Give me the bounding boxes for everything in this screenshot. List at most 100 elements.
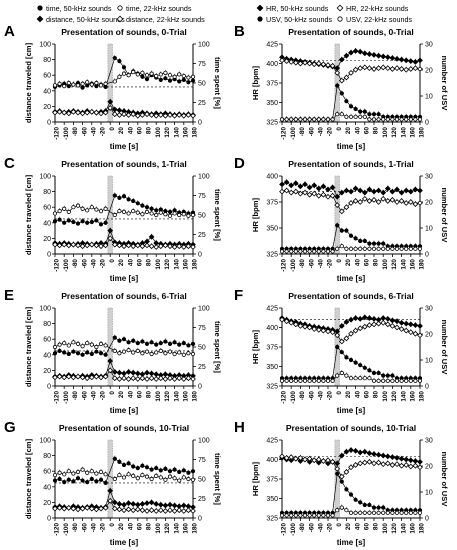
- data-point: [361, 323, 368, 330]
- data-point: [279, 316, 285, 323]
- data-point: [371, 460, 377, 467]
- data-point: [153, 508, 160, 514]
- data-point: [144, 73, 150, 78]
- y2-tick-label: 30: [425, 438, 433, 445]
- data-point: [404, 510, 409, 515]
- x-tick-label: 180: [419, 127, 426, 138]
- data-point: [181, 475, 186, 480]
- data-point: [85, 220, 90, 225]
- data-point: [335, 246, 340, 251]
- data-point: [190, 477, 196, 482]
- data-point: [66, 209, 71, 214]
- data-point: [381, 246, 386, 251]
- x-tick-label: -80: [299, 127, 306, 137]
- data-point: [339, 91, 344, 96]
- data-point: [390, 117, 395, 122]
- data-point: [117, 209, 122, 214]
- y-tick-label: 20: [43, 104, 51, 111]
- legend-left: time, 50-kHz sounds time, 22-kHz soundsdi…: [36, 4, 205, 24]
- data-point: [352, 448, 359, 454]
- data-point: [403, 66, 410, 73]
- data-point: [80, 467, 85, 472]
- data-point: [163, 76, 168, 81]
- y2-tick-label: 100: [198, 174, 210, 181]
- data-point: [65, 242, 72, 249]
- data-point: [181, 73, 186, 79]
- data-point: [66, 80, 71, 86]
- data-point: [412, 186, 419, 193]
- y-tick-label: 425: [266, 438, 278, 445]
- y2-tick-label: 30: [425, 306, 433, 313]
- data-point: [158, 340, 163, 346]
- legend-marker: [117, 5, 123, 11]
- y-tick-label: 80: [43, 453, 51, 460]
- data-point: [394, 378, 400, 383]
- data-point: [403, 327, 410, 334]
- data-point: [149, 211, 154, 216]
- data-point: [367, 246, 372, 251]
- x-tick-label: 20: [345, 523, 352, 531]
- data-point: [302, 117, 308, 122]
- data-point: [334, 460, 341, 467]
- x-tick-label: -40: [90, 259, 97, 269]
- data-point: [380, 53, 387, 60]
- data-point: [348, 200, 354, 206]
- data-point: [417, 66, 423, 72]
- data-point: [353, 376, 358, 381]
- y-tick-label: 400: [266, 174, 278, 181]
- data-point: [412, 201, 419, 207]
- data-point: [62, 84, 67, 89]
- data-point: [71, 479, 76, 484]
- data-point: [366, 186, 373, 193]
- data-point: [75, 341, 81, 346]
- data-point: [381, 505, 386, 510]
- y-tick-label: 375: [266, 345, 278, 352]
- data-point: [279, 453, 285, 460]
- data-point: [134, 112, 141, 119]
- data-point: [180, 112, 187, 119]
- data-point: [190, 508, 196, 514]
- data-point: [367, 368, 372, 373]
- x-axis-label: time [s]: [337, 142, 366, 151]
- data-point: [103, 220, 108, 225]
- data-point: [126, 197, 131, 202]
- data-point: [71, 471, 76, 476]
- data-point: [312, 513, 317, 518]
- data-point: [135, 201, 140, 206]
- data-point: [320, 327, 327, 334]
- data-point: [394, 324, 400, 331]
- data-point: [163, 339, 168, 344]
- sound-band: [334, 439, 340, 519]
- x-tick-label: -20: [100, 259, 107, 269]
- data-point: [375, 52, 382, 59]
- data-point: [75, 221, 81, 226]
- series: [52, 455, 196, 485]
- y-tick-label: 80: [43, 189, 51, 196]
- data-point: [149, 71, 154, 76]
- x-tick-label: 20: [118, 127, 125, 135]
- data-point: [407, 199, 414, 205]
- data-point: [320, 458, 327, 464]
- data-point: [85, 470, 90, 475]
- data-point: [376, 117, 381, 122]
- panel-g: G Presentation of sounds, 10-Trial0204060…: [4, 419, 222, 547]
- data-point: [306, 184, 313, 191]
- data-point: [398, 56, 405, 63]
- x-tick-label: 140: [400, 523, 407, 534]
- x-tick-label: -40: [90, 127, 97, 137]
- data-point: [88, 108, 95, 115]
- data-point: [117, 195, 122, 200]
- data-point: [380, 315, 387, 322]
- x-tick-label: 20: [118, 523, 125, 531]
- data-point: [172, 476, 177, 481]
- data-point: [134, 242, 141, 249]
- data-point: [348, 330, 354, 337]
- data-point: [139, 501, 146, 507]
- data-point: [366, 198, 373, 204]
- data-point: [149, 340, 154, 345]
- data-point: [94, 344, 99, 350]
- x-tick-label: 160: [182, 259, 189, 270]
- y2-axis-label: time spent [%]: [213, 321, 222, 373]
- data-point: [144, 500, 150, 507]
- data-point: [380, 189, 387, 196]
